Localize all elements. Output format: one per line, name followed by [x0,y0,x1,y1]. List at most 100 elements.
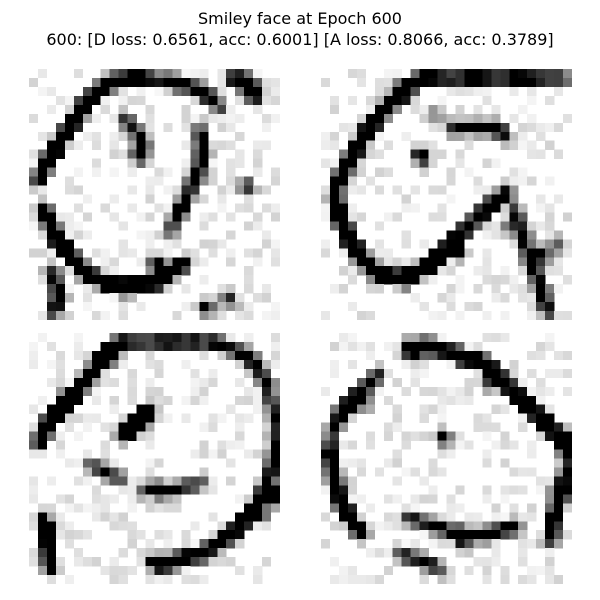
pixel [356,158,367,168]
pixel [226,230,236,240]
pixel [455,69,465,79]
pixel [145,359,155,370]
pixel [91,131,101,141]
pixel [392,422,402,432]
pixel [491,440,501,450]
pixel [100,440,110,450]
pixel [321,212,331,222]
pixel [338,167,349,177]
pixel [455,548,465,558]
pixel [482,95,492,106]
pixel [208,557,218,567]
pixel [392,548,402,558]
pixel [321,158,331,168]
pixel [500,566,510,576]
pixel [127,476,137,486]
pixel [163,284,173,294]
pixel [482,212,492,222]
pixel [500,194,510,204]
pixel [163,539,173,549]
pixel [482,77,492,88]
pixel [482,86,492,97]
pixel [226,458,236,468]
pixel [473,368,483,379]
pixel [73,104,83,115]
pixel [29,341,39,352]
pixel [118,95,128,106]
pixel [82,422,92,432]
pixel [208,149,218,159]
pixel [419,386,429,396]
pixel [410,467,420,477]
pixel [145,257,155,267]
pixel [29,485,39,495]
pixel [473,521,483,531]
pixel [73,476,83,486]
pixel [500,293,510,303]
pixel [190,539,200,549]
pixel [518,212,528,222]
pixel [127,293,137,303]
pixel [545,368,555,379]
pixel [262,449,272,459]
pixel [437,521,447,531]
pixel [518,548,528,558]
pixel [455,221,465,231]
pixel [491,131,501,141]
pixel [208,539,218,549]
pixel [46,257,57,267]
pixel [491,293,501,303]
pixel [491,69,501,79]
pixel [73,386,83,396]
pixel [145,575,155,584]
pixel [419,341,429,352]
pixel [172,212,182,222]
sample-1-image [29,69,280,320]
pixel [473,212,483,222]
pixel [163,248,173,258]
pixel [536,377,546,387]
pixel [253,476,263,486]
pixel [410,158,420,168]
pixel [73,113,83,123]
pixel [365,404,375,414]
pixel [374,575,384,584]
pixel [446,230,456,240]
pixel [226,212,236,222]
pixel [226,530,236,540]
pixel [91,494,101,504]
pixel [491,521,501,531]
pixel [199,140,209,150]
pixel [509,239,519,249]
pixel [73,557,83,567]
pixel [401,239,411,249]
pixel [163,548,173,558]
pixel [172,230,182,240]
pixel [163,557,173,567]
pixel [509,167,519,177]
pixel [91,458,101,468]
pixel [181,530,191,540]
pixel [455,158,465,168]
pixel [419,350,429,361]
pixel [181,167,191,177]
pixel [253,485,263,495]
pixel [437,113,447,123]
pixel [545,404,555,414]
pixel [100,350,110,361]
pixel [446,122,456,132]
pixel [419,69,429,79]
pixel [437,350,447,361]
pixel [563,449,572,459]
pixel [82,386,92,396]
pixel [321,512,331,522]
pixel [491,122,501,132]
pixel [536,239,546,249]
pixel [64,122,75,132]
pixel [464,377,474,387]
pixel [491,185,501,195]
pixel [100,257,110,267]
pixel [545,431,555,441]
pixel [527,248,537,258]
pixel [536,404,546,414]
